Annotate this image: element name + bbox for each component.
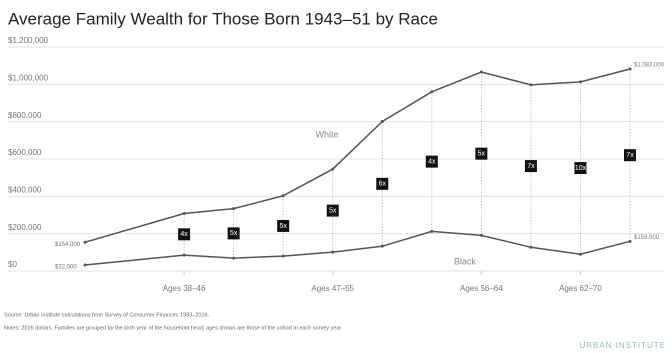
ratio-box	[475, 147, 488, 160]
point	[232, 256, 236, 260]
point	[182, 253, 186, 257]
ratio-box	[425, 155, 438, 168]
point	[578, 80, 582, 84]
ratio-box	[277, 219, 290, 232]
ratio-label: 4x	[180, 231, 188, 238]
point	[628, 239, 632, 243]
ratio-box	[326, 204, 339, 217]
footer: URBAN INSTITUTE	[579, 341, 666, 350]
point	[380, 244, 384, 248]
series-label: White	[315, 129, 338, 139]
x-tick-label: Ages 56–64	[460, 284, 503, 293]
series-label: Black	[454, 256, 477, 266]
point	[430, 90, 434, 94]
point	[578, 252, 582, 256]
point	[281, 254, 285, 258]
point	[83, 240, 87, 244]
y-tick-label: $600,000	[8, 148, 42, 157]
ratio-box	[524, 160, 537, 173]
value-label: $154,000	[55, 242, 81, 248]
point	[281, 194, 285, 198]
ratio-label: 10x	[575, 165, 587, 172]
y-tick-label: $800,000	[8, 111, 42, 120]
series-line	[84, 68, 631, 243]
source-note: Source: Urban Institute calculations fro…	[4, 312, 210, 318]
value-label: $1,082,000	[634, 63, 665, 69]
point	[331, 250, 335, 254]
point	[331, 167, 335, 171]
ratio-box	[178, 228, 191, 241]
y-tick-label: $1,000,000	[8, 73, 49, 82]
point	[529, 245, 533, 249]
y-tick-label: $1,200,000	[8, 36, 49, 45]
point	[83, 263, 87, 267]
ratio-label: 7x	[626, 152, 634, 159]
value-label: $32,000	[55, 265, 77, 271]
ratio-label: 5x	[230, 230, 238, 237]
series-line	[84, 230, 631, 266]
ratio-label: 5x	[279, 223, 287, 230]
ratio-label: 7x	[527, 163, 535, 170]
point	[380, 119, 384, 123]
chart-title: Average Family Wealth for Those Born 194…	[8, 9, 438, 28]
point	[479, 70, 483, 74]
notes: Notes: 2016 dollars. Families are groupe…	[4, 325, 343, 331]
point	[529, 83, 533, 87]
x-tick-label: Ages 38–46	[163, 284, 206, 293]
ratio-box	[624, 149, 636, 162]
ratio-box	[227, 227, 240, 240]
y-tick-label: $400,000	[8, 185, 42, 194]
ratio-label: 5x	[329, 207, 337, 214]
point	[430, 229, 434, 233]
y-tick-label: $200,000	[8, 223, 42, 232]
ratio-label: 6x	[379, 181, 387, 188]
ratio-label: 4x	[428, 158, 436, 165]
ratio-label: 5x	[478, 151, 486, 158]
point	[182, 212, 186, 216]
x-tick-label: Ages 47–55	[311, 284, 354, 293]
y-tick-label: $0	[8, 260, 17, 269]
point	[232, 207, 236, 211]
point	[628, 67, 632, 71]
ratio-box	[376, 177, 389, 190]
point	[479, 233, 483, 237]
value-label: $159,000	[634, 235, 660, 241]
ratio-box	[574, 162, 587, 175]
x-tick-label: Ages 62–70	[559, 284, 602, 293]
